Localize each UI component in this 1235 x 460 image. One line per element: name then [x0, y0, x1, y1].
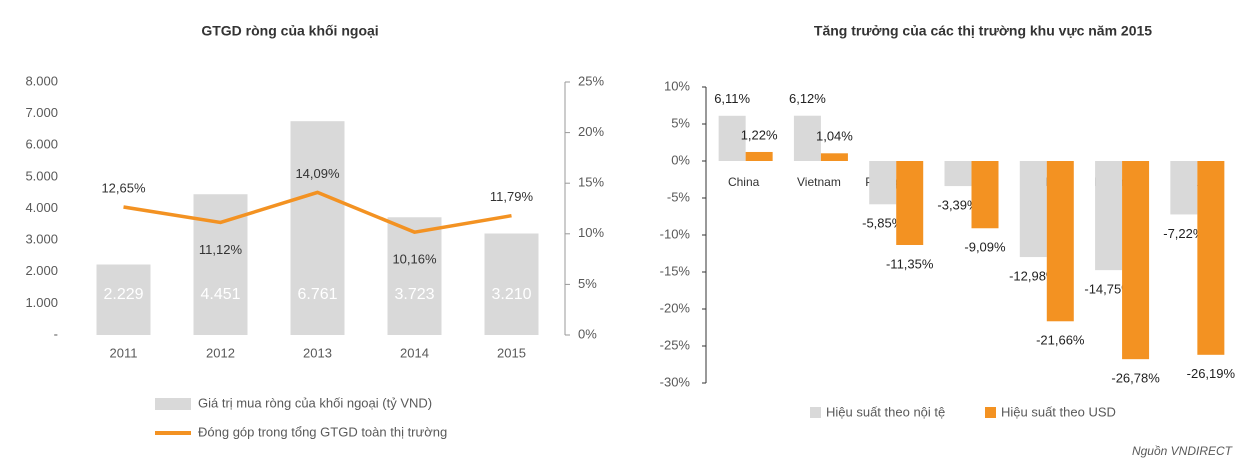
bar-value-label: -26,19%	[1187, 366, 1235, 381]
bar-value-label: -3,39%	[937, 198, 979, 213]
line-value-label: 11,12%	[199, 242, 243, 257]
legend-swatch	[810, 407, 821, 418]
y-tick-label: -	[54, 326, 58, 341]
y-tick-label: -5%	[667, 189, 691, 204]
bar	[944, 161, 972, 187]
legend-swatch	[985, 407, 996, 418]
y-tick-label: 0%	[671, 152, 690, 167]
bar	[869, 161, 897, 205]
bar	[793, 115, 821, 161]
bar-value-label: 6,11%	[714, 91, 750, 106]
y2-tick-label: 10%	[578, 225, 604, 240]
bar-value-label: -11,35%	[886, 256, 934, 271]
bar-value-label: -12,98%	[1009, 268, 1058, 283]
bar	[1019, 161, 1047, 258]
y-tick-label: -10%	[660, 226, 691, 241]
source: Nguồn VNDIRECT	[1132, 444, 1234, 458]
bar	[896, 161, 924, 245]
y-tick-label: 6.000	[25, 137, 58, 152]
bar-value-label: 1,22%	[741, 127, 778, 142]
y-tick-label: -20%	[660, 300, 691, 315]
y-tick-label: 10%	[664, 78, 690, 93]
chart-title: GTGD ròng của khối ngoại	[201, 23, 378, 39]
bar-value-label: 6.761	[297, 286, 337, 303]
legend-label: Đóng góp trong tổng GTGD toàn thị trường	[198, 424, 447, 439]
y-tick-label: 7.000	[25, 105, 58, 120]
bar-value-label: 3.210	[491, 286, 531, 303]
y-tick-label: 4.000	[25, 200, 58, 215]
legend-label: Hiệu suất theo USD	[1001, 404, 1116, 419]
bar-value-label: -5,85%	[862, 216, 904, 231]
y-tick-label: 1.000	[25, 295, 58, 310]
legend-label: Giá trị mua ròng của khối ngoại (tỷ VND)	[198, 395, 432, 410]
bar-value-label: -7,22%	[1163, 226, 1205, 241]
bar-value-label: 3.723	[394, 286, 434, 303]
line-value-label: 12,65%	[101, 180, 146, 195]
y-tick-label: -15%	[660, 263, 691, 278]
x-tick-label: Vietnam	[797, 175, 841, 189]
line-value-label: 10,16%	[392, 252, 437, 267]
y-tick-label: -30%	[660, 374, 691, 389]
x-tick-label: 2014	[400, 345, 429, 360]
bar	[96, 264, 151, 335]
bar	[1197, 161, 1225, 355]
bar	[1046, 161, 1074, 322]
line	[123, 190, 512, 234]
bar-value-label: 2.229	[103, 286, 143, 303]
bar	[387, 217, 442, 335]
bar-value-label: -14,75%	[1084, 282, 1133, 297]
line-value-label: 11,79%	[490, 189, 534, 204]
y2-tick-label: 25%	[578, 73, 604, 88]
y-tick-label: 2.000	[25, 263, 58, 278]
y-tick-label: 5.000	[25, 168, 58, 183]
bar-value-label: 4.451	[200, 286, 240, 303]
y-tick-label: -25%	[660, 337, 691, 352]
legend-swatch	[155, 398, 191, 410]
x-tick-label: China	[728, 175, 760, 189]
bar-value-label: -9,09%	[964, 240, 1006, 255]
bar	[745, 151, 773, 161]
bar	[1095, 161, 1123, 271]
bar	[820, 153, 848, 161]
bar	[971, 161, 999, 229]
x-tick-label: 2012	[206, 345, 235, 360]
y2-tick-label: 20%	[578, 124, 604, 139]
legend-label: Hiệu suất theo nội tệ	[826, 404, 945, 419]
bar-value-label: 6,12%	[789, 91, 826, 106]
bar	[290, 121, 345, 335]
bar	[1122, 161, 1150, 360]
bar-value-label: -26,78%	[1111, 371, 1160, 386]
bar	[718, 115, 746, 161]
bar-value-label: -21,66%	[1036, 333, 1085, 348]
y-tick-label: 5%	[671, 115, 690, 130]
x-tick-label: 2011	[110, 345, 138, 360]
line-value-label: 14,09%	[295, 166, 340, 181]
bar	[484, 233, 539, 335]
y-tick-label: 8.000	[25, 73, 58, 88]
y2-tick-label: 0%	[578, 326, 597, 341]
y2-tick-label: 15%	[578, 175, 604, 190]
chart-title: Tăng trưởng của các thị trường khu vực n…	[814, 23, 1152, 39]
x-tick-label: 2015	[497, 345, 526, 360]
y-tick-label: 3.000	[25, 232, 58, 247]
bar-value-label: 1,04%	[816, 129, 853, 144]
y2-tick-label: 5%	[578, 276, 597, 291]
bar	[1170, 161, 1198, 215]
x-tick-label: 2013	[303, 345, 332, 360]
